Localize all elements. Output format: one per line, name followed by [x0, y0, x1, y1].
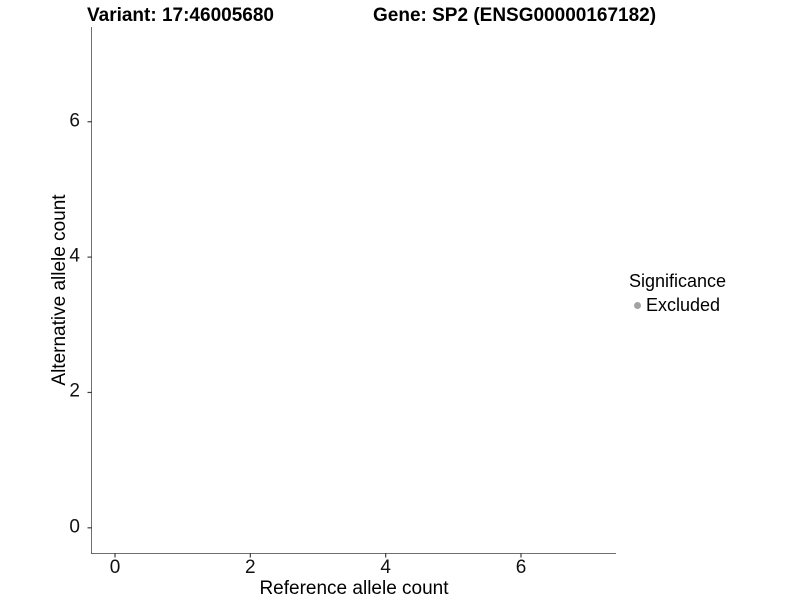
- excluded-point-icon: [634, 302, 641, 309]
- legend-entry-label: Excluded: [646, 295, 721, 315]
- legend-entry-excluded: Excluded: [629, 295, 726, 316]
- y-tick-label: 6: [69, 110, 80, 132]
- plot-panel: [92, 27, 616, 553]
- legend-title: Significance: [629, 271, 727, 291]
- x-axis-title: Reference allele count: [259, 578, 449, 599]
- legend: Significance Excluded: [629, 271, 726, 316]
- y-tick-label: 4: [69, 245, 80, 267]
- legend-key: [629, 297, 646, 314]
- x-tick-label: 4: [380, 557, 391, 578]
- plot-title-gene: Gene: SP2 (ENSG00000167182): [373, 5, 657, 26]
- x-tick-label: 0: [109, 557, 121, 578]
- plot-title-variant: Variant: 17:46005680: [87, 5, 274, 26]
- y-axis-title: Alternative allele count: [49, 194, 70, 386]
- y-tick-label: 0: [69, 516, 80, 538]
- x-tick-label: 6: [515, 557, 527, 578]
- x-tick-label: 2: [245, 557, 256, 578]
- y-tick-label: 2: [69, 381, 80, 403]
